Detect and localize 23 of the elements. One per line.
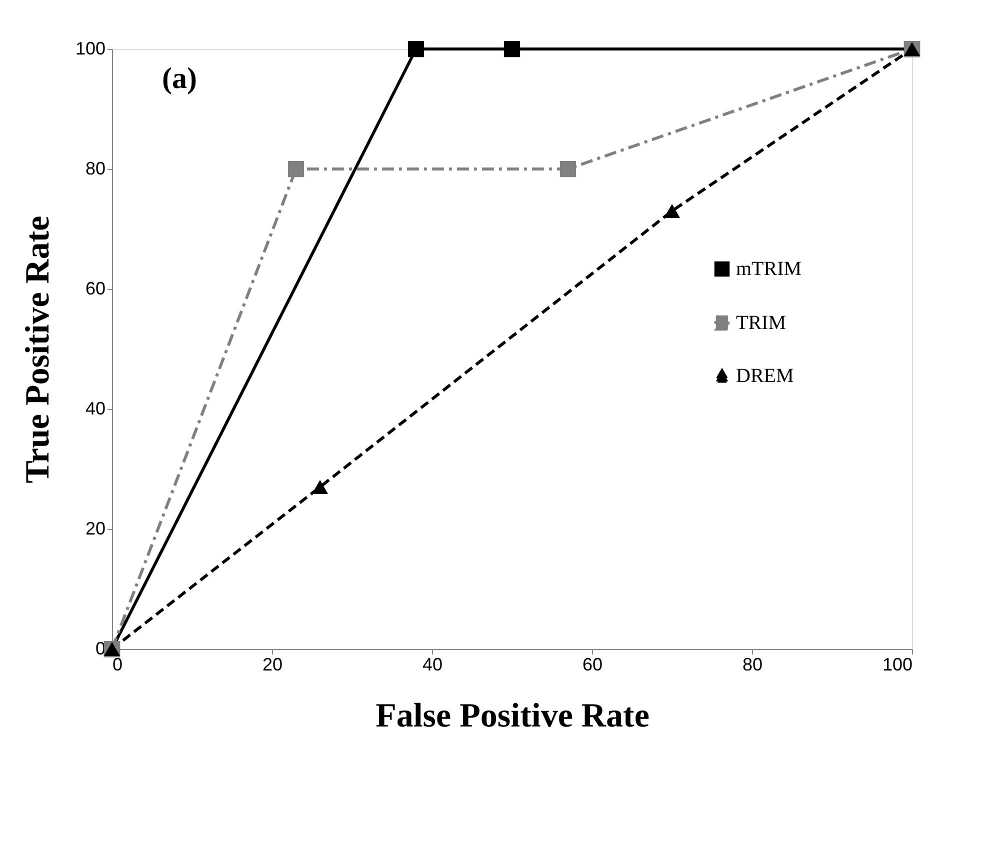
point bbox=[288, 160, 304, 178]
x-tick-label: 20 bbox=[262, 654, 283, 674]
legend-label: TRIM bbox=[736, 312, 786, 334]
point bbox=[560, 160, 576, 178]
point bbox=[504, 40, 520, 58]
x-tick-label: 80 bbox=[742, 654, 763, 674]
y-axis-title: True Positive Rate bbox=[19, 216, 56, 484]
point bbox=[408, 40, 424, 58]
x-tick-label: 40 bbox=[422, 654, 443, 674]
y-tick-label: 80 bbox=[85, 158, 106, 178]
point bbox=[664, 204, 680, 218]
point bbox=[312, 480, 328, 494]
x-tick-label: 100 bbox=[882, 654, 912, 674]
y-tick-label: 20 bbox=[85, 518, 106, 538]
y-tick-label: 60 bbox=[85, 278, 106, 298]
x-tick-label: 60 bbox=[582, 654, 603, 674]
x-tick-label: 0 bbox=[112, 654, 123, 674]
legend-label: DREM bbox=[736, 365, 794, 387]
annotation: (a) bbox=[162, 62, 197, 95]
y-tick-label: 100 bbox=[75, 38, 106, 58]
x-axis-title: False Positive Rate bbox=[376, 698, 650, 734]
y-tick-label: 40 bbox=[85, 398, 106, 418]
legend-label: mTRIM bbox=[736, 258, 802, 280]
